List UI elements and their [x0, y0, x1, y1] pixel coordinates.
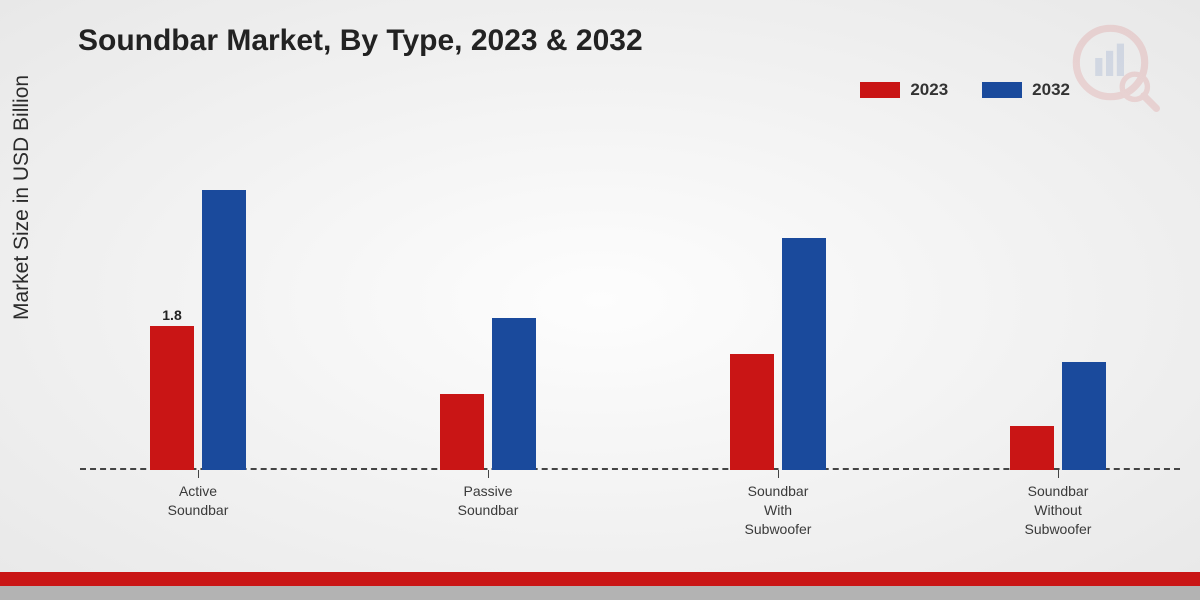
bar-wrap: [1062, 362, 1106, 470]
bar-2023: [150, 326, 194, 470]
bar-2023: [730, 354, 774, 470]
legend-label-2023: 2023: [910, 80, 948, 100]
bar-2032: [1062, 362, 1106, 470]
legend-swatch-2032: [982, 82, 1022, 98]
x-axis-label: Soundbar Without Subwoofer: [988, 482, 1128, 539]
bar-wrap: [730, 354, 774, 470]
bar-wrap: [1010, 426, 1054, 470]
bar-group: 1.8: [150, 190, 246, 470]
bar-group: [440, 318, 536, 470]
bar-2032: [202, 190, 246, 470]
legend-swatch-2023: [860, 82, 900, 98]
bar-wrap: [492, 318, 536, 470]
x-axis-label: Active Soundbar: [128, 482, 268, 520]
bar-group: [1010, 362, 1106, 470]
bar-2023: [1010, 426, 1054, 470]
x-tick: [1058, 470, 1059, 478]
bar-2032: [782, 238, 826, 470]
footer-red-bar: [0, 572, 1200, 586]
x-axis-label: Passive Soundbar: [418, 482, 558, 520]
footer-gray-bar: [0, 586, 1200, 600]
legend-item-2032: 2032: [982, 80, 1070, 100]
bar-group: [730, 238, 826, 470]
x-tick: [488, 470, 489, 478]
chart-page: Soundbar Market, By Type, 2023 & 2032 20…: [0, 0, 1200, 600]
x-tick: [198, 470, 199, 478]
bar-2032: [492, 318, 536, 470]
x-tick: [778, 470, 779, 478]
y-axis-label: Market Size in USD Billion: [10, 75, 34, 320]
bar-wrap: [202, 190, 246, 470]
bar-wrap: [440, 394, 484, 470]
bar-value-label: 1.8: [150, 307, 194, 326]
legend: 2023 2032: [860, 80, 1070, 100]
legend-item-2023: 2023: [860, 80, 948, 100]
bar-wrap: [782, 238, 826, 470]
plot-area: 1.8: [80, 150, 1180, 470]
bar-wrap: 1.8: [150, 326, 194, 470]
bar-2023: [440, 394, 484, 470]
chart-title: Soundbar Market, By Type, 2023 & 2032: [78, 24, 643, 58]
x-axis-label: Soundbar With Subwoofer: [708, 482, 848, 539]
watermark-logo-icon: [1070, 22, 1160, 112]
legend-label-2032: 2032: [1032, 80, 1070, 100]
